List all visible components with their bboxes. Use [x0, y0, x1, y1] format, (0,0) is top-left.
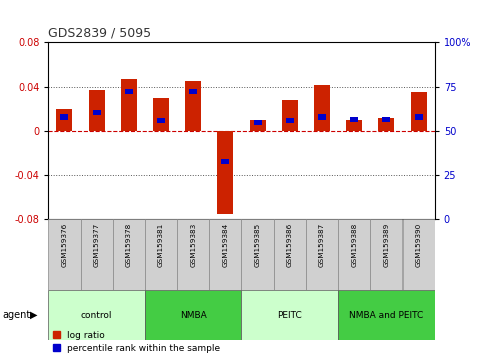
Bar	[81, 219, 113, 290]
Bar	[414, 114, 423, 120]
Text: NMBA: NMBA	[180, 310, 207, 320]
Bar	[370, 219, 402, 290]
Bar	[60, 114, 69, 120]
Bar	[145, 290, 242, 340]
Bar	[242, 290, 338, 340]
Bar	[48, 290, 145, 340]
Text: PEITC: PEITC	[277, 310, 302, 320]
Bar	[314, 85, 330, 131]
Bar	[306, 219, 338, 290]
Text: control: control	[81, 310, 113, 320]
Bar	[338, 219, 370, 290]
Bar	[189, 89, 197, 95]
Text: GSM159381: GSM159381	[158, 223, 164, 267]
Bar	[411, 92, 426, 131]
Bar	[274, 219, 306, 290]
Text: GSM159378: GSM159378	[126, 223, 132, 267]
Bar	[157, 118, 165, 123]
Bar	[254, 120, 262, 125]
Bar	[88, 90, 105, 131]
Bar	[242, 219, 274, 290]
Text: GSM159389: GSM159389	[384, 223, 389, 267]
Bar	[153, 98, 169, 131]
Text: GSM159376: GSM159376	[61, 223, 68, 267]
Bar	[57, 109, 72, 131]
Text: GSM159384: GSM159384	[222, 223, 228, 267]
Bar	[217, 131, 233, 214]
Bar	[93, 110, 100, 115]
Bar	[185, 81, 201, 131]
Text: agent: agent	[2, 310, 30, 320]
Text: GSM159383: GSM159383	[190, 223, 196, 267]
Text: ▶: ▶	[30, 310, 38, 320]
Bar	[250, 120, 266, 131]
Bar	[318, 114, 326, 120]
Text: GSM159377: GSM159377	[94, 223, 99, 267]
Text: GDS2839 / 5095: GDS2839 / 5095	[48, 27, 152, 40]
Bar	[177, 219, 209, 290]
Bar	[286, 118, 294, 123]
Bar	[145, 219, 177, 290]
Bar	[350, 116, 358, 122]
Bar	[383, 116, 390, 122]
Text: GSM159385: GSM159385	[255, 223, 261, 267]
Bar	[48, 219, 81, 290]
Bar	[378, 118, 395, 131]
Bar	[121, 79, 137, 131]
Bar	[113, 219, 145, 290]
Bar	[402, 219, 435, 290]
Text: GSM159390: GSM159390	[415, 223, 422, 267]
Text: GSM159386: GSM159386	[287, 223, 293, 267]
Legend: log ratio, percentile rank within the sample: log ratio, percentile rank within the sa…	[53, 331, 220, 353]
Text: GSM159387: GSM159387	[319, 223, 325, 267]
Text: GSM159388: GSM159388	[351, 223, 357, 267]
Bar	[346, 120, 362, 131]
Bar	[282, 100, 298, 131]
Bar	[209, 219, 242, 290]
Text: NMBA and PEITC: NMBA and PEITC	[349, 310, 424, 320]
Bar	[221, 159, 229, 164]
Bar	[338, 290, 435, 340]
Bar	[125, 89, 133, 95]
